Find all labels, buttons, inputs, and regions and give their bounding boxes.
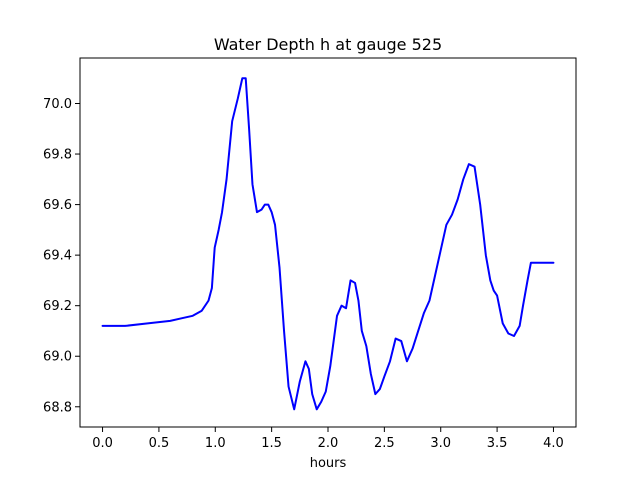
x-tick-label: 0.5 xyxy=(149,436,170,451)
y-axis-ticks: 68.8 69.0 69.2 69.4 69.6 69.8 70.0 xyxy=(43,97,80,415)
x-tick-label: 1.0 xyxy=(205,436,226,451)
x-axis-label: hours xyxy=(310,456,347,471)
y-tick-label: 69.6 xyxy=(43,198,72,213)
x-tick-label: 2.0 xyxy=(318,436,339,451)
x-tick-label: 1.5 xyxy=(261,436,282,451)
x-tick-label: 0.0 xyxy=(92,436,113,451)
plot-frame xyxy=(79,57,577,428)
series-line-0 xyxy=(101,77,555,411)
y-tick-label: 69.4 xyxy=(43,249,72,264)
x-tick-label: 3.5 xyxy=(487,436,508,451)
x-tick-label: 3.0 xyxy=(430,436,451,451)
y-tick-label: 70.0 xyxy=(43,97,72,112)
plot-area xyxy=(101,77,555,411)
x-tick-label: 2.5 xyxy=(374,436,395,451)
y-tick-label: 69.2 xyxy=(43,299,72,314)
y-tick-label: 69.0 xyxy=(43,350,72,365)
x-axis-ticks: 0.0 0.5 1.0 1.5 2.0 2.5 3.0 3.5 4.0 xyxy=(92,427,564,451)
y-tick-label: 68.8 xyxy=(43,400,72,415)
y-tick-label: 69.8 xyxy=(43,148,72,163)
chart-title: Water Depth h at gauge 525 xyxy=(214,35,442,54)
x-tick-label: 4.0 xyxy=(543,436,564,451)
